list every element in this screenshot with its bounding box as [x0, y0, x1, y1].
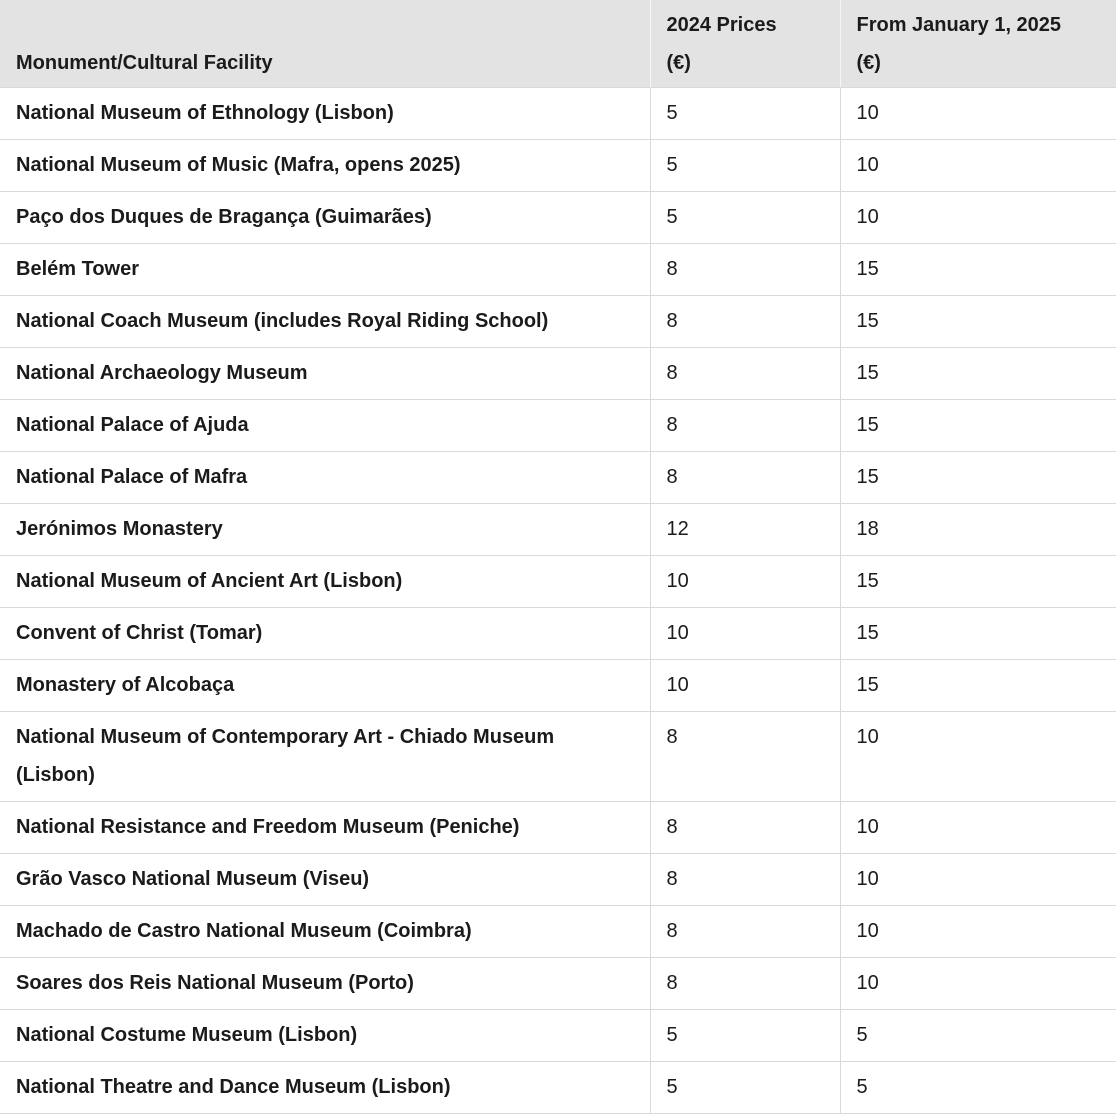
price-2024-cell: 8 — [649, 711, 840, 802]
price-2025-cell: 10 — [839, 905, 1116, 958]
table-body: National Museum of Ethnology (Lisbon) 5 … — [0, 87, 1116, 1114]
price-2025-cell: 15 — [839, 607, 1116, 660]
table-header: Monument/Cultural Facility 2024 Prices (… — [0, 0, 1116, 88]
price-2024-cell: 5 — [649, 1009, 840, 1062]
table-header-row: Monument/Cultural Facility 2024 Prices (… — [0, 0, 1116, 88]
price-2024-cell: 8 — [649, 347, 840, 400]
table-row: Machado de Castro National Museum (Coimb… — [0, 905, 1116, 958]
price-2025-cell: 5 — [839, 1061, 1116, 1114]
monument-name-cell: National Palace of Ajuda — [0, 399, 650, 452]
price-2024-cell: 5 — [649, 1061, 840, 1114]
table-row: National Museum of Ethnology (Lisbon) 5 … — [0, 87, 1116, 140]
monument-name-cell: National Resistance and Freedom Museum (… — [0, 801, 650, 854]
price-2024-cell: 8 — [649, 957, 840, 1010]
monument-name-cell: National Costume Museum (Lisbon) — [0, 1009, 650, 1062]
column-header-monument: Monument/Cultural Facility — [0, 0, 650, 88]
table-row: Monastery of Alcobaça 10 15 — [0, 659, 1116, 712]
table-row: National Coach Museum (includes Royal Ri… — [0, 295, 1116, 348]
table-row: National Museum of Ancient Art (Lisbon) … — [0, 555, 1116, 608]
price-2025-cell: 10 — [839, 801, 1116, 854]
price-2024-cell: 8 — [649, 853, 840, 906]
monument-name-cell: National Museum of Ethnology (Lisbon) — [0, 87, 650, 140]
monument-name-cell: Paço dos Duques de Bragança (Guimarães) — [0, 191, 650, 244]
monument-name-cell: National Museum of Contemporary Art - Ch… — [0, 711, 650, 802]
price-2024-cell: 8 — [649, 905, 840, 958]
price-2024-cell: 8 — [649, 801, 840, 854]
table-row: Paço dos Duques de Bragança (Guimarães) … — [0, 191, 1116, 244]
monument-name-cell: Machado de Castro National Museum (Coimb… — [0, 905, 650, 958]
price-2025-cell: 15 — [839, 243, 1116, 296]
price-2025-cell: 10 — [839, 191, 1116, 244]
table-row: Jerónimos Monastery 12 18 — [0, 503, 1116, 556]
monument-name-cell: Monastery of Alcobaça — [0, 659, 650, 712]
table-row: National Theatre and Dance Museum (Lisbo… — [0, 1061, 1116, 1114]
column-header-2024-prices: 2024 Prices (€) — [649, 0, 840, 88]
table-row: Convent of Christ (Tomar) 10 15 — [0, 607, 1116, 660]
table-row: Soares dos Reis National Museum (Porto) … — [0, 957, 1116, 1010]
price-2025-cell: 10 — [839, 139, 1116, 192]
price-2025-cell: 10 — [839, 957, 1116, 1010]
table-row: National Archaeology Museum 8 15 — [0, 347, 1116, 400]
column-header-2025-prices: From January 1, 2025 (€) — [839, 0, 1116, 88]
price-2024-cell: 5 — [649, 191, 840, 244]
monument-name-cell: Soares dos Reis National Museum (Porto) — [0, 957, 650, 1010]
price-2025-cell: 18 — [839, 503, 1116, 556]
table-row: National Museum of Music (Mafra, opens 2… — [0, 139, 1116, 192]
price-2024-cell: 5 — [649, 87, 840, 140]
price-2024-cell: 10 — [649, 555, 840, 608]
monument-name-cell: National Theatre and Dance Museum (Lisbo… — [0, 1061, 650, 1114]
price-2025-cell: 10 — [839, 853, 1116, 906]
price-2024-cell: 8 — [649, 295, 840, 348]
table-row: Belém Tower 8 15 — [0, 243, 1116, 296]
price-2024-cell: 8 — [649, 399, 840, 452]
price-2025-cell: 15 — [839, 451, 1116, 504]
monument-name-cell: Belém Tower — [0, 243, 650, 296]
table-row: National Palace of Mafra 8 15 — [0, 451, 1116, 504]
price-2025-cell: 15 — [839, 659, 1116, 712]
monument-name-cell: Grão Vasco National Museum (Viseu) — [0, 853, 650, 906]
price-2024-cell: 10 — [649, 607, 840, 660]
price-2024-cell: 8 — [649, 451, 840, 504]
table-row: National Museum of Contemporary Art - Ch… — [0, 711, 1116, 802]
price-2025-cell: 15 — [839, 399, 1116, 452]
monument-name-cell: National Museum of Ancient Art (Lisbon) — [0, 555, 650, 608]
monument-name-cell: Convent of Christ (Tomar) — [0, 607, 650, 660]
price-2025-cell: 15 — [839, 555, 1116, 608]
monument-name-cell: National Coach Museum (includes Royal Ri… — [0, 295, 650, 348]
price-2025-cell: 15 — [839, 295, 1116, 348]
price-2025-cell: 10 — [839, 87, 1116, 140]
table-row: Grão Vasco National Museum (Viseu) 8 10 — [0, 853, 1116, 906]
price-2025-cell: 15 — [839, 347, 1116, 400]
price-2025-cell: 5 — [839, 1009, 1116, 1062]
table-row: National Palace of Ajuda 8 15 — [0, 399, 1116, 452]
price-2024-cell: 10 — [649, 659, 840, 712]
monument-name-cell: National Archaeology Museum — [0, 347, 650, 400]
monument-name-cell: National Museum of Music (Mafra, opens 2… — [0, 139, 650, 192]
price-2025-cell: 10 — [839, 711, 1116, 802]
monument-name-cell: National Palace of Mafra — [0, 451, 650, 504]
monument-name-cell: Jerónimos Monastery — [0, 503, 650, 556]
price-2024-cell: 12 — [649, 503, 840, 556]
table-row: National Costume Museum (Lisbon) 5 5 — [0, 1009, 1116, 1062]
price-2024-cell: 5 — [649, 139, 840, 192]
price-2024-cell: 8 — [649, 243, 840, 296]
table-row: National Resistance and Freedom Museum (… — [0, 801, 1116, 854]
